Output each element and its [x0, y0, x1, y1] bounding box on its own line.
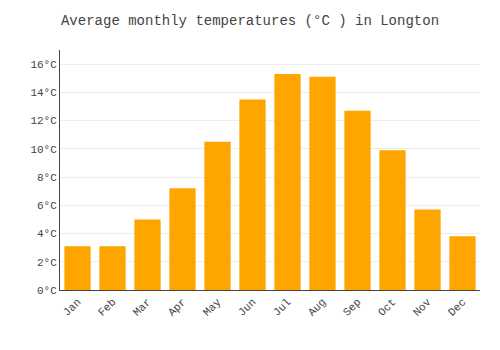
- svg-text:Sep: Sep: [341, 296, 363, 318]
- svg-text:8°C: 8°C: [37, 172, 57, 184]
- svg-text:Oct: Oct: [376, 296, 398, 318]
- svg-text:Jul: Jul: [271, 296, 293, 318]
- svg-text:6°C: 6°C: [37, 200, 57, 212]
- svg-text:0°C: 0°C: [37, 285, 57, 297]
- svg-text:10°C: 10°C: [30, 144, 57, 156]
- svg-text:4°C: 4°C: [37, 228, 57, 240]
- svg-text:Jun: Jun: [236, 296, 258, 318]
- svg-text:Average monthly temperatures (: Average monthly temperatures (°C ) in Lo…: [61, 13, 439, 29]
- svg-text:14°C: 14°C: [30, 87, 57, 99]
- svg-text:Jan: Jan: [61, 296, 83, 318]
- svg-text:Mar: Mar: [131, 296, 153, 318]
- svg-text:Aug: Aug: [306, 296, 328, 318]
- svg-text:12°C: 12°C: [30, 115, 57, 127]
- svg-text:Nov: Nov: [411, 296, 434, 319]
- svg-text:Feb: Feb: [96, 296, 118, 318]
- svg-text:2°C: 2°C: [37, 257, 57, 269]
- svg-text:16°C: 16°C: [30, 59, 57, 71]
- svg-text:Apr: Apr: [166, 296, 188, 318]
- svg-text:May: May: [201, 296, 224, 319]
- svg-text:Dec: Dec: [446, 296, 468, 318]
